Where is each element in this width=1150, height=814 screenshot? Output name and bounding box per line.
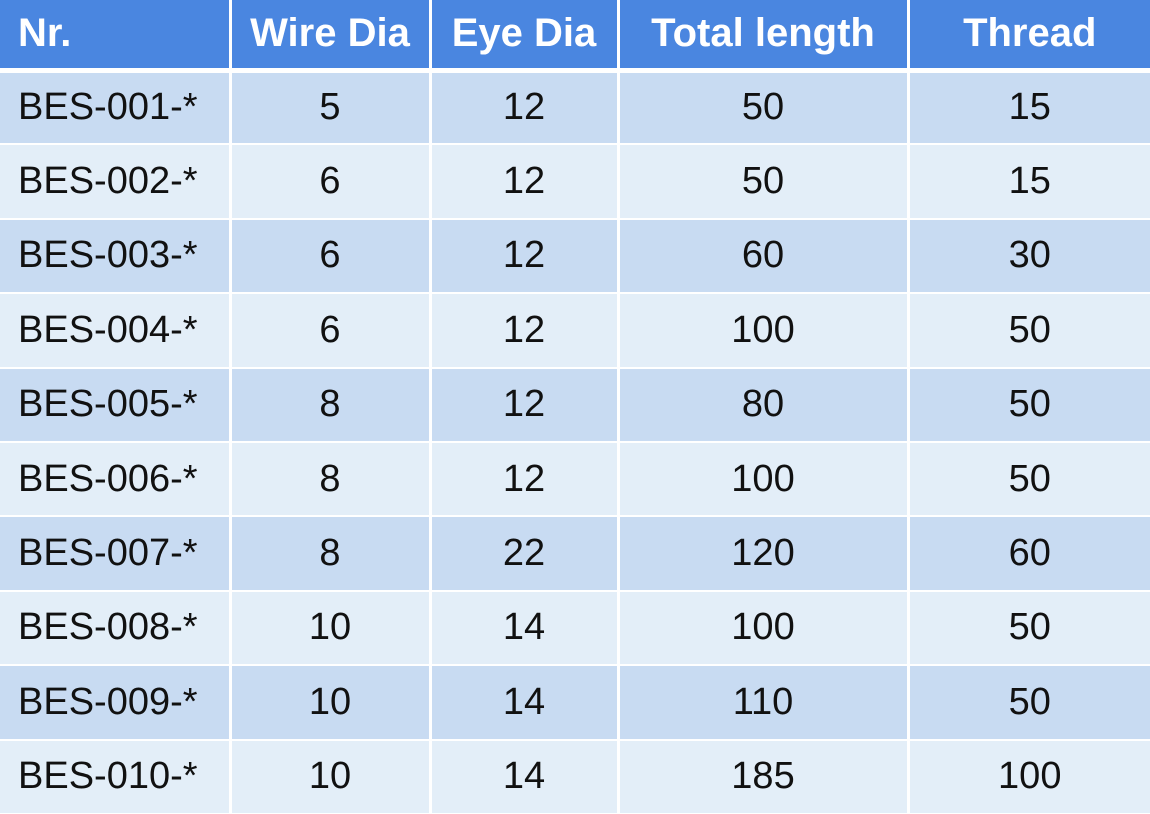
cell-eye-dia: 12 — [430, 144, 620, 220]
cell-eye-dia: 12 — [430, 441, 620, 518]
cell-nr: BES-003-* — [0, 218, 232, 295]
header-row: Nr. Wire Dia Eye Dia Total length Thread — [0, 0, 1150, 73]
cell-thread: 15 — [908, 144, 1150, 220]
cell-wire-dia: 8 — [230, 441, 432, 518]
cell-eye-dia: 12 — [430, 70, 620, 146]
table-row: BES-009-* 10 14 110 50 — [0, 665, 1150, 741]
table-row: BES-002-* 6 12 50 15 — [0, 144, 1150, 220]
cell-nr: BES-010-* — [0, 739, 232, 814]
cell-nr: BES-008-* — [0, 590, 232, 667]
header-wire-dia: Wire Dia — [230, 0, 432, 73]
table-row: BES-005-* 8 12 80 50 — [0, 367, 1150, 443]
table-row: BES-008-* 10 14 100 50 — [0, 590, 1150, 667]
cell-thread: 50 — [908, 441, 1150, 518]
header-thread: Thread — [908, 0, 1150, 73]
cell-thread: 60 — [908, 516, 1150, 592]
cell-eye-dia: 12 — [430, 218, 620, 295]
cell-nr: BES-004-* — [0, 293, 232, 369]
cell-wire-dia: 5 — [230, 70, 432, 146]
table-body: BES-001-* 5 12 50 15 BES-002-* 6 12 50 1… — [0, 70, 1150, 814]
cell-wire-dia: 6 — [230, 218, 432, 295]
cell-thread: 50 — [908, 293, 1150, 369]
table-row: BES-006-* 8 12 100 50 — [0, 441, 1150, 518]
cell-wire-dia: 10 — [230, 590, 432, 667]
cell-total-length: 100 — [618, 293, 910, 369]
cell-nr: BES-006-* — [0, 441, 232, 518]
cell-wire-dia: 6 — [230, 293, 432, 369]
cell-total-length: 185 — [618, 739, 910, 814]
table-header: Nr. Wire Dia Eye Dia Total length Thread — [0, 0, 1150, 73]
table-row: BES-003-* 6 12 60 30 — [0, 218, 1150, 295]
header-nr: Nr. — [0, 0, 232, 73]
table-row: BES-004-* 6 12 100 50 — [0, 293, 1150, 369]
cell-wire-dia: 8 — [230, 516, 432, 592]
cell-eye-dia: 22 — [430, 516, 620, 592]
cell-total-length: 100 — [618, 590, 910, 667]
cell-total-length: 60 — [618, 218, 910, 295]
cell-thread: 30 — [908, 218, 1150, 295]
cell-thread: 15 — [908, 70, 1150, 146]
header-total-length: Total length — [618, 0, 910, 73]
cell-eye-dia: 14 — [430, 665, 620, 741]
cell-nr: BES-001-* — [0, 70, 232, 146]
cell-total-length: 80 — [618, 367, 910, 443]
table-row: BES-010-* 10 14 185 100 — [0, 739, 1150, 814]
cell-eye-dia: 14 — [430, 590, 620, 667]
cell-thread: 50 — [908, 367, 1150, 443]
cell-wire-dia: 8 — [230, 367, 432, 443]
cell-thread: 50 — [908, 590, 1150, 667]
cell-thread: 100 — [908, 739, 1150, 814]
header-eye-dia: Eye Dia — [430, 0, 620, 73]
cell-nr: BES-009-* — [0, 665, 232, 741]
cell-eye-dia: 14 — [430, 739, 620, 814]
cell-total-length: 120 — [618, 516, 910, 592]
cell-nr: BES-007-* — [0, 516, 232, 592]
cell-total-length: 50 — [618, 144, 910, 220]
cell-total-length: 110 — [618, 665, 910, 741]
cell-eye-dia: 12 — [430, 367, 620, 443]
cell-eye-dia: 12 — [430, 293, 620, 369]
cell-wire-dia: 6 — [230, 144, 432, 220]
table-row: BES-007-* 8 22 120 60 — [0, 516, 1150, 592]
cell-wire-dia: 10 — [230, 739, 432, 814]
cell-total-length: 100 — [618, 441, 910, 518]
cell-wire-dia: 10 — [230, 665, 432, 741]
table-row: BES-001-* 5 12 50 15 — [0, 70, 1150, 146]
cell-thread: 50 — [908, 665, 1150, 741]
cell-nr: BES-002-* — [0, 144, 232, 220]
cell-total-length: 50 — [618, 70, 910, 146]
cell-nr: BES-005-* — [0, 367, 232, 443]
